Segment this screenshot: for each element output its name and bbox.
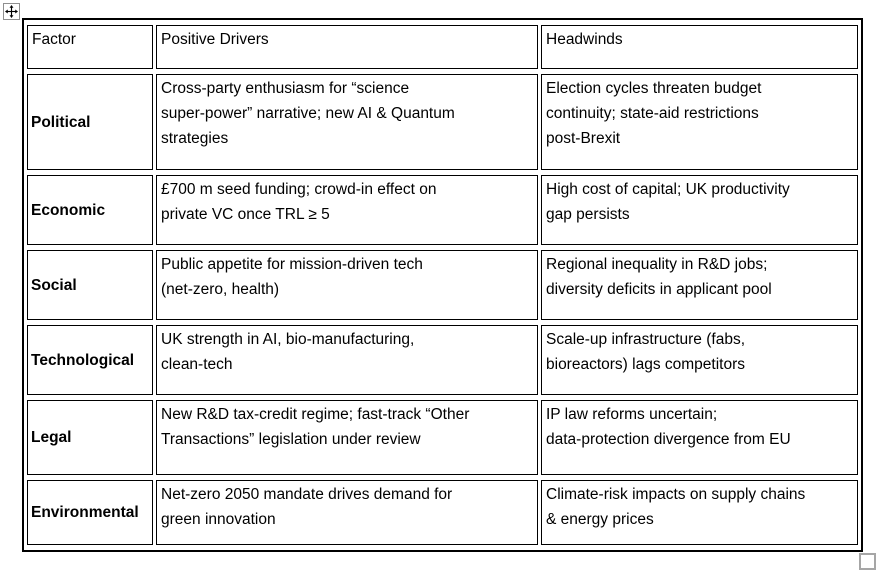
cell-positive-legal[interactable]: New R&D tax-credit regime; fast-track “O…: [156, 400, 538, 475]
table-header-row: Factor Positive Drivers Headwinds: [27, 25, 858, 69]
cell-factor-economic[interactable]: Economic: [27, 175, 153, 245]
table-row-social: Social Public appetite for mission-drive…: [27, 250, 858, 320]
header-headwinds[interactable]: Headwinds: [541, 25, 858, 69]
cell-positive-environmental[interactable]: Net-zero 2050 mandate drives demand for …: [156, 480, 538, 545]
cell-factor-social[interactable]: Social: [27, 250, 153, 320]
table-row-technological: Technological UK strength in AI, bio-man…: [27, 325, 858, 395]
cell-positive-technological[interactable]: UK strength in AI, bio-manufacturing, cl…: [156, 325, 538, 395]
cell-positive-social[interactable]: Public appetite for mission-driven tech …: [156, 250, 538, 320]
table-row-economic: Economic £700 m seed funding; crowd-in e…: [27, 175, 858, 245]
cell-headwinds-political[interactable]: Election cycles threaten budget continui…: [541, 74, 858, 170]
header-factor[interactable]: Factor: [27, 25, 153, 69]
table-row-legal: Legal New R&D tax-credit regime; fast-tr…: [27, 400, 858, 475]
cell-positive-economic[interactable]: £700 m seed funding; crowd-in effect on …: [156, 175, 538, 245]
cell-headwinds-legal[interactable]: IP law reforms uncertain; data-protectio…: [541, 400, 858, 475]
table-row-environmental: Environmental Net-zero 2050 mandate driv…: [27, 480, 858, 545]
cell-headwinds-social[interactable]: Regional inequality in R&D jobs; diversi…: [541, 250, 858, 320]
cell-factor-legal[interactable]: Legal: [27, 400, 153, 475]
cell-headwinds-environmental[interactable]: Climate-risk impacts on supply chains & …: [541, 480, 858, 545]
cell-headwinds-technological[interactable]: Scale-up infrastructure (fabs, bioreacto…: [541, 325, 858, 395]
cell-positive-political[interactable]: Cross-party enthusiasm for “science supe…: [156, 74, 538, 170]
cell-headwinds-economic[interactable]: High cost of capital; UK productivity ga…: [541, 175, 858, 245]
four-way-arrow-move-icon: [5, 5, 18, 18]
table-resize-handle[interactable]: [859, 553, 876, 570]
table-row-political: Political Cross-party enthusiasm for “sc…: [27, 74, 858, 170]
table-move-handle[interactable]: [3, 3, 20, 20]
cell-factor-political[interactable]: Political: [27, 74, 153, 170]
cell-factor-technological[interactable]: Technological: [27, 325, 153, 395]
pestle-table: Factor Positive Drivers Headwinds Politi…: [22, 18, 863, 552]
cell-factor-environmental[interactable]: Environmental: [27, 480, 153, 545]
header-positive-drivers[interactable]: Positive Drivers: [156, 25, 538, 69]
